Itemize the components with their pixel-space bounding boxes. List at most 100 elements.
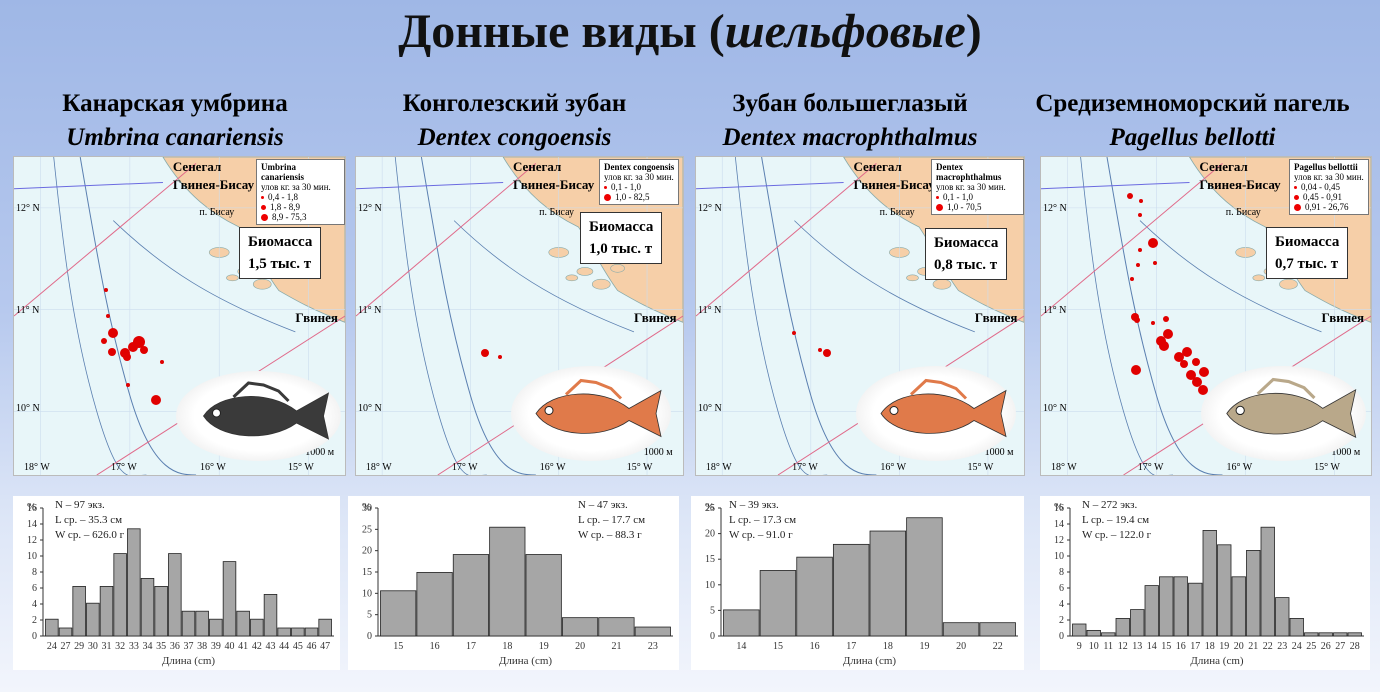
x-tick-label: 24 [1292, 641, 1302, 652]
lon-tick: 18° W [705, 462, 732, 473]
legend-dot [1294, 185, 1297, 189]
country-label-guinea-bissau: Гвинея-Бисау [853, 177, 935, 192]
fish-body [880, 389, 1007, 438]
y-tick-label: 2 [1059, 615, 1064, 626]
histogram-bar [869, 530, 907, 637]
x-axis-label: Длина (cm) [1190, 655, 1244, 667]
isobath-line [761, 157, 877, 475]
x-tick-label: 19 [919, 641, 929, 652]
y-axis-label: % [705, 501, 714, 513]
x-tick-label: 30 [88, 641, 98, 652]
legend-unit: улов кг. за 30 мин. [1294, 172, 1364, 182]
lon-tick: 16° W [880, 462, 907, 473]
catch-point [1139, 199, 1143, 203]
x-tick-label: 18 [883, 641, 893, 652]
sample-stats: N – 97 экз. L ср. – 35.3 см W ср. – 626.0 … [55, 498, 124, 543]
catch-point [498, 355, 502, 359]
depth-scale-label: 1000 м [1331, 447, 1361, 458]
y-axis-label: % [1054, 501, 1063, 513]
catch-point [126, 383, 130, 387]
legend-dot [604, 185, 607, 189]
histogram-bar [1275, 597, 1290, 637]
histogram-bar [561, 617, 599, 637]
country-label-guinea: Гвинея [974, 310, 1018, 325]
x-tick-label: 31 [102, 641, 112, 652]
city-label-bissau: п. Бисау [539, 207, 575, 218]
x-tick-label: 45 [293, 641, 303, 652]
legend-species: Pagellus bellottii [1294, 162, 1358, 172]
histogram-bar [140, 578, 155, 637]
x-tick-label: 24 [47, 641, 57, 652]
catch-point [108, 328, 118, 338]
sample-stats: N – 272 экз. L ср. – 19.4 см W ср. – 122.0… [1082, 498, 1151, 543]
y-tick-label: 25 [362, 524, 372, 535]
legend-dot [936, 203, 943, 211]
border-line [1041, 181, 1190, 190]
x-tick-label: 35 [156, 641, 166, 652]
catch-point [123, 353, 131, 361]
x-tick-label: 20 [575, 641, 585, 652]
x-tick-label: 21 [611, 641, 621, 652]
x-tick-label: 18 [502, 641, 512, 652]
legend-dot [261, 195, 264, 199]
histogram-bar [154, 586, 168, 637]
x-tick-label: 18 [1205, 641, 1215, 652]
histogram-bar [380, 590, 417, 637]
histogram-bar [452, 554, 490, 637]
legend-dot [1294, 203, 1301, 211]
island [565, 274, 579, 282]
island [610, 264, 625, 273]
y-tick-label: 30 [362, 503, 372, 514]
lat-tick: 11° N [16, 305, 40, 316]
legend-species: Umbrina canariensis [261, 162, 305, 182]
species-latin-name: Umbrina canariensis [66, 124, 284, 151]
fish-eye [889, 406, 899, 415]
isobath-line [79, 157, 197, 475]
fish-eye [212, 408, 221, 418]
y-tick-label: 0 [1059, 631, 1064, 642]
x-tick-label: 39 [211, 641, 221, 652]
catch-point [1127, 193, 1133, 199]
catch-point [104, 288, 108, 292]
y-tick-label: 6 [32, 583, 37, 594]
isobath-line [1106, 157, 1223, 475]
histogram-bar [277, 627, 291, 637]
x-tick-label: 27 [61, 641, 71, 652]
legend-range: 0,4 - 1,8 [268, 192, 298, 202]
histogram-bar [1072, 623, 1087, 637]
fish-body [535, 389, 662, 438]
x-tick-label: 23 [1277, 641, 1287, 652]
x-tick-label: 9 [1077, 641, 1082, 652]
histogram-bar [598, 617, 635, 637]
lon-tick: 15° W [626, 462, 653, 473]
country-label-senegal: Сенегал [172, 159, 222, 174]
x-tick-label: 25 [1306, 641, 1316, 652]
city-label-bissau: п. Бисау [879, 207, 915, 218]
zone-line [356, 162, 537, 317]
catch-point [1192, 358, 1200, 366]
y-tick-label: 10 [362, 588, 372, 599]
histogram-bar [979, 622, 1016, 637]
lat-tick: 12° N [698, 203, 722, 214]
country-label-guinea: Гвинея [633, 310, 677, 325]
legend-dot [261, 213, 268, 221]
legend-row: 0,1 - 1,0 [604, 182, 674, 192]
depth-scale-label: 1000 м [305, 447, 335, 458]
biomass-value: 1,5 тыс. т [248, 256, 312, 272]
x-tick-label: 41 [238, 641, 248, 652]
histogram-bar [72, 586, 86, 637]
histogram-bar [796, 556, 833, 637]
histogram-bar [1144, 585, 1159, 637]
island [906, 274, 919, 282]
stat-line: L ср. – 17.7 см [578, 514, 646, 526]
lon-tick: 18° W [24, 462, 50, 473]
stat-line: N – 47 экз. [578, 499, 628, 511]
x-tick-label: 13 [1132, 641, 1142, 652]
depth-scale-label: 1000 м [643, 447, 673, 458]
x-tick-label: 14 [1147, 641, 1157, 652]
x-tick-label: 17 [466, 641, 476, 652]
x-tick-label: 46 [307, 641, 317, 652]
histogram-bar [1231, 576, 1246, 637]
lat-tick: 12° N [358, 203, 382, 214]
stat-line: N – 97 экз. [55, 499, 105, 511]
